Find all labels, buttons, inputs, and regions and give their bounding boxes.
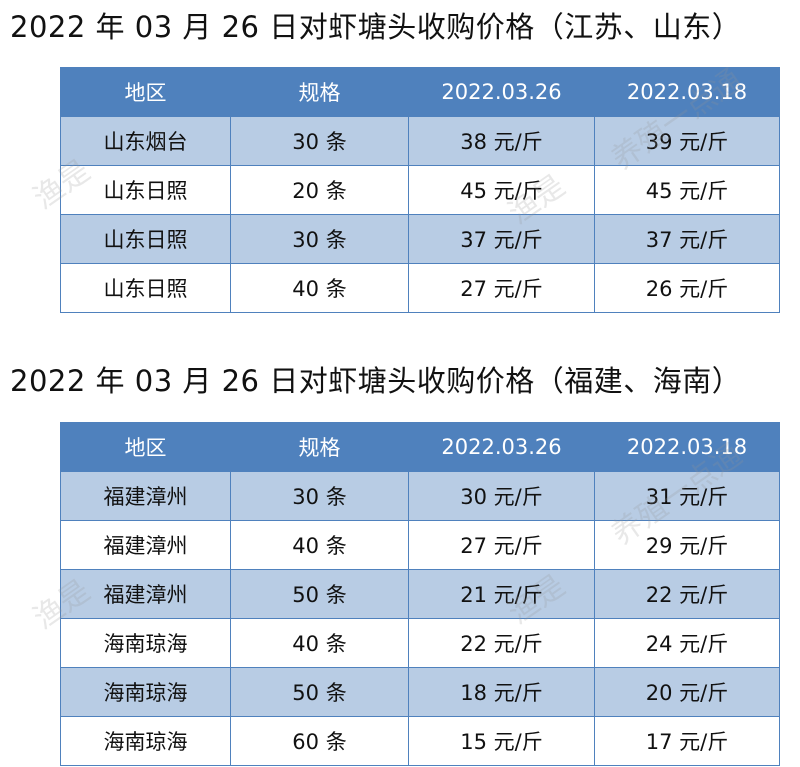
cell-price-current: 45 元/斤 xyxy=(408,165,595,215)
cell-region: 福建漳州 xyxy=(60,569,231,619)
table-row: 海南琼海 60 条 15 元/斤 17 元/斤 xyxy=(60,716,780,766)
header-spec: 规格 xyxy=(230,422,409,472)
header-date-current: 2022.03.26 xyxy=(408,67,595,117)
table-header-row: 地区 规格 2022.03.26 2022.03.18 xyxy=(60,422,780,472)
cell-price-current: 18 元/斤 xyxy=(408,667,595,717)
table-row: 海南琼海 50 条 18 元/斤 20 元/斤 xyxy=(60,667,780,717)
header-spec: 规格 xyxy=(230,67,409,117)
cell-region: 海南琼海 xyxy=(60,667,231,717)
table-title-jiangsu-shandong: 2022 年 03 月 26 日对虾塘头收购价格（江苏、山东） xyxy=(10,10,742,44)
cell-region: 山东烟台 xyxy=(60,116,231,166)
cell-region: 山东日照 xyxy=(60,263,231,313)
table-row: 福建漳州 50 条 21 元/斤 22 元/斤 xyxy=(60,569,780,619)
cell-region: 海南琼海 xyxy=(60,716,231,766)
cell-region: 福建漳州 xyxy=(60,520,231,570)
cell-spec: 20 条 xyxy=(230,165,409,215)
cell-price-previous: 24 元/斤 xyxy=(594,618,780,668)
cell-price-previous: 20 元/斤 xyxy=(594,667,780,717)
header-date-previous: 2022.03.18 xyxy=(594,67,780,117)
cell-spec: 30 条 xyxy=(230,116,409,166)
cell-price-previous: 37 元/斤 xyxy=(594,214,780,264)
table-row: 山东日照 40 条 27 元/斤 26 元/斤 xyxy=(60,263,780,313)
cell-price-current: 22 元/斤 xyxy=(408,618,595,668)
table-title-fujian-hainan: 2022 年 03 月 26 日对虾塘头收购价格（福建、海南） xyxy=(10,364,742,398)
cell-price-previous: 29 元/斤 xyxy=(594,520,780,570)
cell-price-previous: 39 元/斤 xyxy=(594,116,780,166)
cell-region: 山东日照 xyxy=(60,165,231,215)
cell-spec: 30 条 xyxy=(230,214,409,264)
cell-spec: 40 条 xyxy=(230,263,409,313)
cell-spec: 40 条 xyxy=(230,520,409,570)
cell-price-current: 30 元/斤 xyxy=(408,471,595,521)
cell-price-previous: 45 元/斤 xyxy=(594,165,780,215)
cell-region: 山东日照 xyxy=(60,214,231,264)
cell-spec: 40 条 xyxy=(230,618,409,668)
table-row: 山东日照 20 条 45 元/斤 45 元/斤 xyxy=(60,165,780,215)
cell-price-current: 15 元/斤 xyxy=(408,716,595,766)
cell-price-current: 38 元/斤 xyxy=(408,116,595,166)
table-row: 福建漳州 40 条 27 元/斤 29 元/斤 xyxy=(60,520,780,570)
cell-region: 福建漳州 xyxy=(60,471,231,521)
cell-price-current: 37 元/斤 xyxy=(408,214,595,264)
table-row: 山东烟台 30 条 38 元/斤 39 元/斤 xyxy=(60,116,780,166)
header-region: 地区 xyxy=(60,67,231,117)
header-date-previous: 2022.03.18 xyxy=(594,422,780,472)
header-date-current: 2022.03.26 xyxy=(408,422,595,472)
cell-price-previous: 22 元/斤 xyxy=(594,569,780,619)
cell-price-previous: 17 元/斤 xyxy=(594,716,780,766)
cell-price-current: 21 元/斤 xyxy=(408,569,595,619)
cell-spec: 50 条 xyxy=(230,667,409,717)
cell-price-current: 27 元/斤 xyxy=(408,520,595,570)
header-region: 地区 xyxy=(60,422,231,472)
cell-spec: 60 条 xyxy=(230,716,409,766)
price-table-jiangsu-shandong: 地区 规格 2022.03.26 2022.03.18 山东烟台 30 条 38… xyxy=(60,67,780,313)
cell-price-previous: 31 元/斤 xyxy=(594,471,780,521)
cell-price-current: 27 元/斤 xyxy=(408,263,595,313)
cell-spec: 50 条 xyxy=(230,569,409,619)
table-row: 海南琼海 40 条 22 元/斤 24 元/斤 xyxy=(60,618,780,668)
table-row: 福建漳州 30 条 30 元/斤 31 元/斤 xyxy=(60,471,780,521)
cell-spec: 30 条 xyxy=(230,471,409,521)
price-table-fujian-hainan: 地区 规格 2022.03.26 2022.03.18 福建漳州 30 条 30… xyxy=(60,422,780,766)
table-row: 山东日照 30 条 37 元/斤 37 元/斤 xyxy=(60,214,780,264)
table-header-row: 地区 规格 2022.03.26 2022.03.18 xyxy=(60,67,780,117)
cell-region: 海南琼海 xyxy=(60,618,231,668)
cell-price-previous: 26 元/斤 xyxy=(594,263,780,313)
